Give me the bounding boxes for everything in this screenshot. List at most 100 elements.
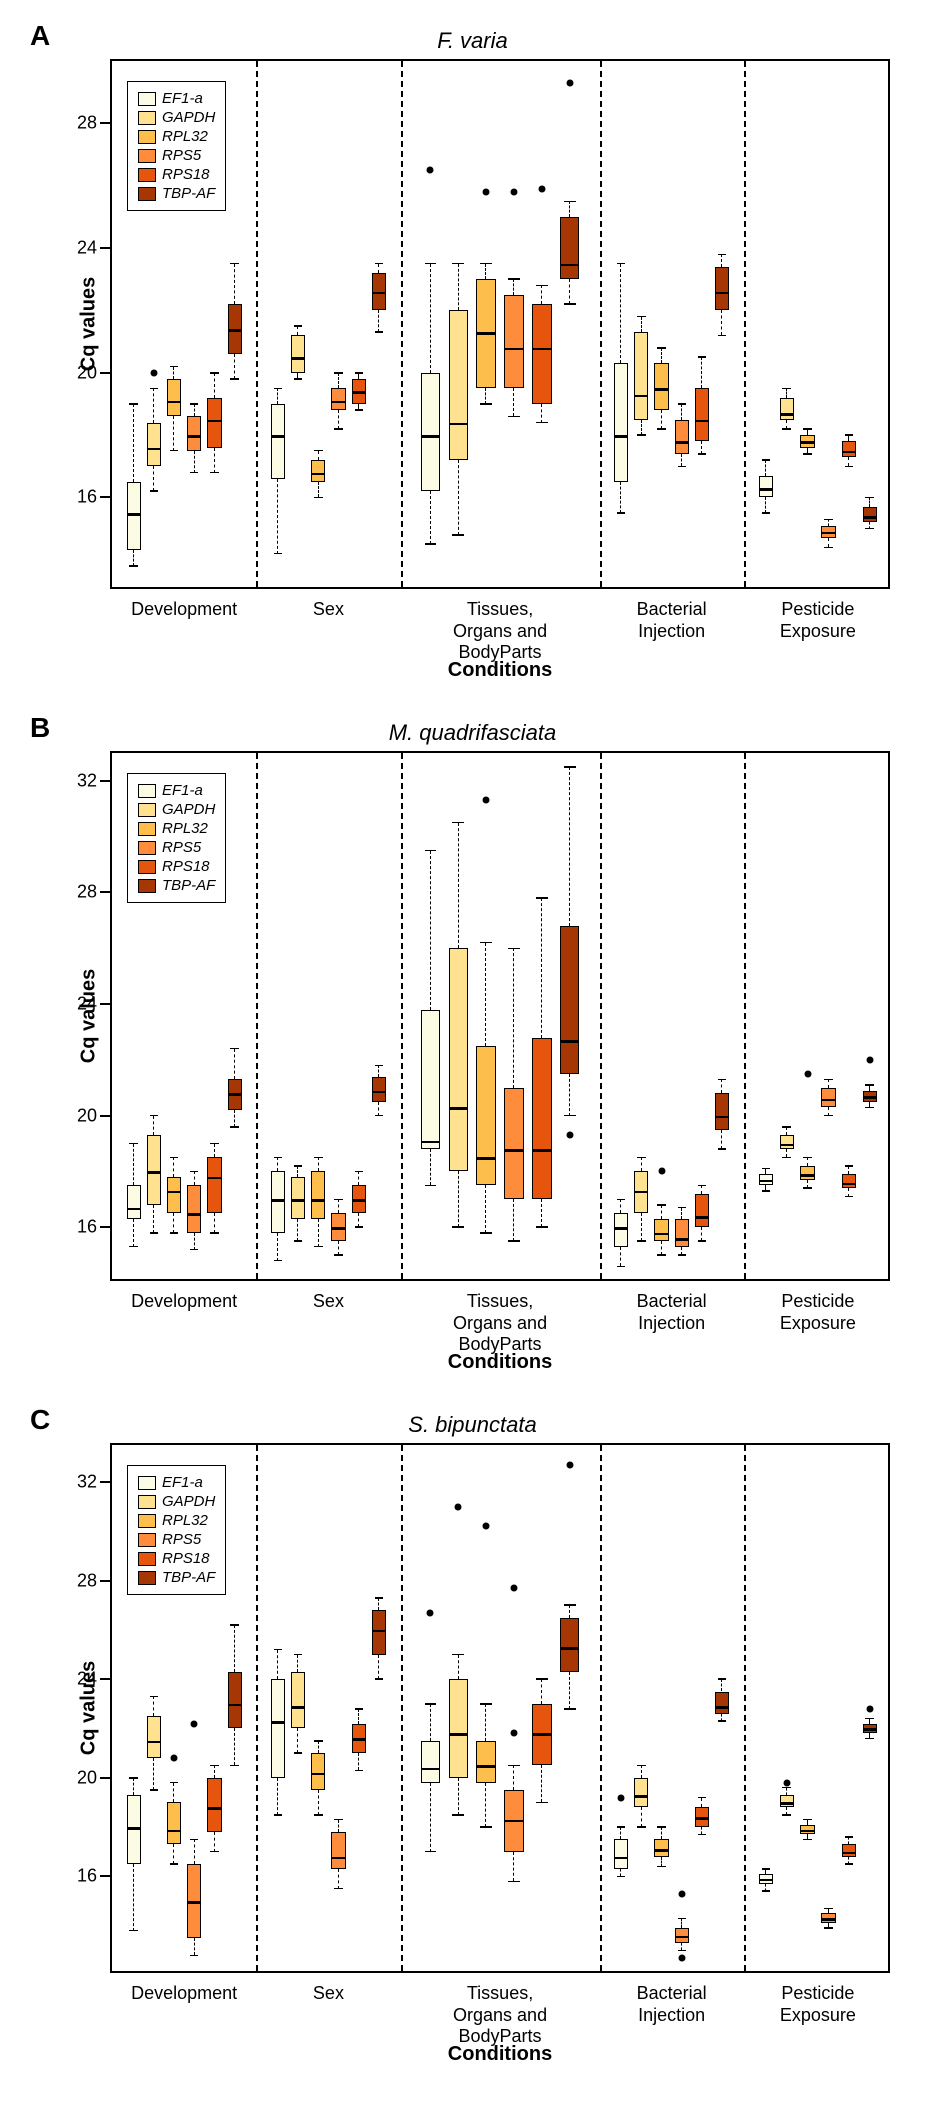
whisker-lower <box>153 466 156 491</box>
whisker-cap-upper <box>536 897 548 899</box>
whisker-lower <box>458 460 461 535</box>
whisker-cap-lower <box>314 1246 322 1248</box>
box <box>372 273 386 310</box>
median-line <box>864 1728 877 1731</box>
group-divider <box>744 1445 746 1971</box>
box <box>654 363 668 410</box>
whisker-cap-upper <box>190 403 198 405</box>
whisker-lower <box>153 1205 156 1233</box>
whisker-cap-upper <box>375 1065 383 1067</box>
y-tick-label: 20 <box>62 1105 97 1126</box>
box <box>207 1157 221 1213</box>
whisker-lower <box>458 1171 461 1227</box>
box <box>863 507 878 523</box>
whisker-cap-lower <box>480 1826 492 1828</box>
legend-swatch <box>138 168 156 182</box>
box <box>331 1832 345 1869</box>
median-line <box>332 1227 344 1230</box>
whisker-upper <box>786 1127 789 1135</box>
whisker-lower <box>234 1728 237 1765</box>
whisker-cap-upper <box>314 450 322 452</box>
outlier-point <box>866 1056 873 1063</box>
median-line <box>843 1852 856 1855</box>
median-line <box>332 1857 344 1860</box>
whisker-upper <box>338 1199 341 1213</box>
median-line <box>696 420 708 423</box>
median-line <box>312 1773 324 1776</box>
whisker-upper <box>485 943 488 1046</box>
whisker-upper <box>513 948 516 1087</box>
whisker-lower <box>661 1241 664 1255</box>
whisker-upper <box>173 1783 176 1803</box>
legend-swatch <box>138 149 156 163</box>
box <box>476 279 495 388</box>
y-tick <box>100 1678 110 1680</box>
y-tick <box>100 891 110 893</box>
whisker-cap-upper <box>129 1143 137 1145</box>
y-tick <box>100 1226 110 1228</box>
outlier-point <box>483 1523 490 1530</box>
whisker-lower <box>378 1102 381 1116</box>
whisker-lower <box>378 310 381 332</box>
box <box>504 1790 523 1852</box>
median-line <box>864 516 877 519</box>
plot-area: Cq values16202428DevelopmentSexTissues, … <box>110 59 890 589</box>
whisker-cap-lower <box>617 1266 625 1268</box>
whisker-cap-upper <box>150 1115 158 1117</box>
y-tick-label: 28 <box>62 882 97 903</box>
outlier-point <box>191 1720 198 1727</box>
median-line <box>373 292 385 295</box>
median-line <box>533 348 550 351</box>
box <box>614 1839 628 1869</box>
legend-row: RPL32 <box>138 1512 215 1529</box>
whisker-cap-lower <box>762 1190 771 1192</box>
whisker-upper <box>701 1798 704 1808</box>
whisker-lower <box>277 1778 280 1815</box>
whisker-cap-upper <box>718 1079 726 1081</box>
y-tick <box>100 496 110 498</box>
whisker-cap-lower <box>762 512 771 514</box>
median-line <box>822 532 835 535</box>
x-tick-label: Sex <box>313 1983 344 2005</box>
whisker-cap-upper <box>274 1157 282 1159</box>
box <box>695 1807 709 1827</box>
box <box>634 1171 648 1213</box>
whisker-upper <box>277 388 280 404</box>
median-line <box>353 391 365 394</box>
whisker-cap-lower <box>129 1246 137 1248</box>
y-tick <box>100 1580 110 1582</box>
whisker-lower <box>661 410 664 429</box>
median-line <box>561 1040 578 1043</box>
whisker-cap-upper <box>452 822 464 824</box>
whisker-cap-lower <box>698 1834 706 1836</box>
whisker-upper <box>297 1166 300 1177</box>
y-tick-label: 24 <box>62 238 97 259</box>
box <box>291 335 305 372</box>
whisker-lower <box>214 1832 217 1852</box>
median-line <box>128 513 140 516</box>
whisker-upper <box>378 1065 381 1076</box>
whisker-upper <box>661 348 664 364</box>
median-line <box>615 1227 627 1230</box>
median-line <box>292 1706 304 1709</box>
median-line <box>561 1647 578 1650</box>
whisker-cap-lower <box>865 528 874 530</box>
whisker-cap-upper <box>230 1624 238 1626</box>
whisker-lower <box>620 482 623 513</box>
median-line <box>655 1849 667 1852</box>
whisker-cap-lower <box>480 403 492 405</box>
median-line <box>760 1879 773 1882</box>
whisker-lower <box>338 1241 341 1255</box>
box <box>842 1174 857 1188</box>
whisker-cap-lower <box>129 1930 137 1932</box>
whisker-cap-upper <box>375 263 383 265</box>
whisker-cap-lower <box>637 1240 645 1242</box>
whisker-cap-lower <box>617 1876 625 1878</box>
whisker-upper <box>133 1778 136 1795</box>
legend-label: RPS5 <box>162 147 201 164</box>
legend-row: RPS18 <box>138 166 215 183</box>
legend-label: EF1-a <box>162 90 203 107</box>
box <box>331 1213 345 1241</box>
box <box>127 482 141 551</box>
legend-label: GAPDH <box>162 1493 215 1510</box>
